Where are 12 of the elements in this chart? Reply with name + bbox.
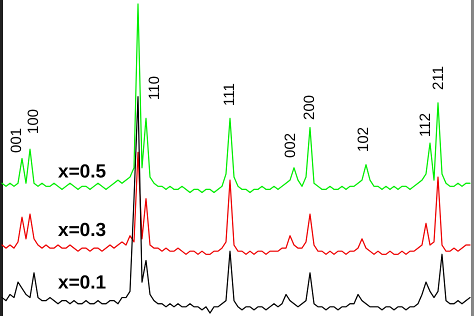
annotation: 110 [146,76,163,100]
series-label: x=0.5 [58,161,107,182]
series-label: x=0.3 [58,220,106,242]
annotation: 200 [300,94,318,120]
annotation: 211 [430,66,447,90]
annotation: 001 [8,128,25,153]
annotation: 102 [354,126,372,152]
annotation: 111 [220,83,238,106]
annotation: 112 [416,113,434,137]
annotation: 100 [24,108,42,134]
series-label: x=0.1 [58,272,107,294]
annotation: 002 [282,132,299,158]
